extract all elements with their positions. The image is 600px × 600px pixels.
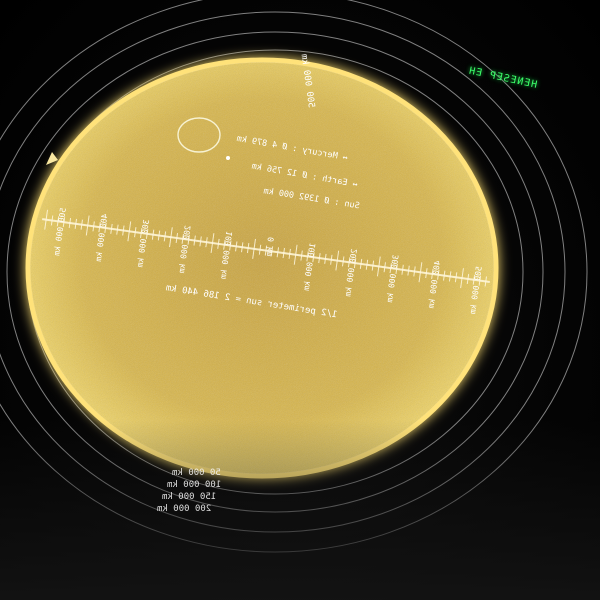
ring-legend-label: 50 000 km bbox=[172, 468, 221, 478]
ring-legend-label: 150 000 km bbox=[162, 492, 216, 502]
vertical-scale-label: 500 000 km bbox=[298, 53, 315, 108]
perimeter-label: 1/2 perimeter sun = 2 186 440 km bbox=[165, 283, 338, 320]
earth-label: ↔ Earth : Ø 12 756 km bbox=[251, 161, 359, 190]
sun-label: Sun : Ø 1392 000 km bbox=[263, 185, 361, 211]
mercury-label: ↔ Mercury : Ø 4 879 km bbox=[236, 133, 349, 163]
ring-legend-label: 100 000 km bbox=[167, 480, 221, 490]
ring-legend-label: 200 000 km bbox=[157, 504, 211, 514]
screen-bottom-shadow bbox=[0, 420, 600, 600]
